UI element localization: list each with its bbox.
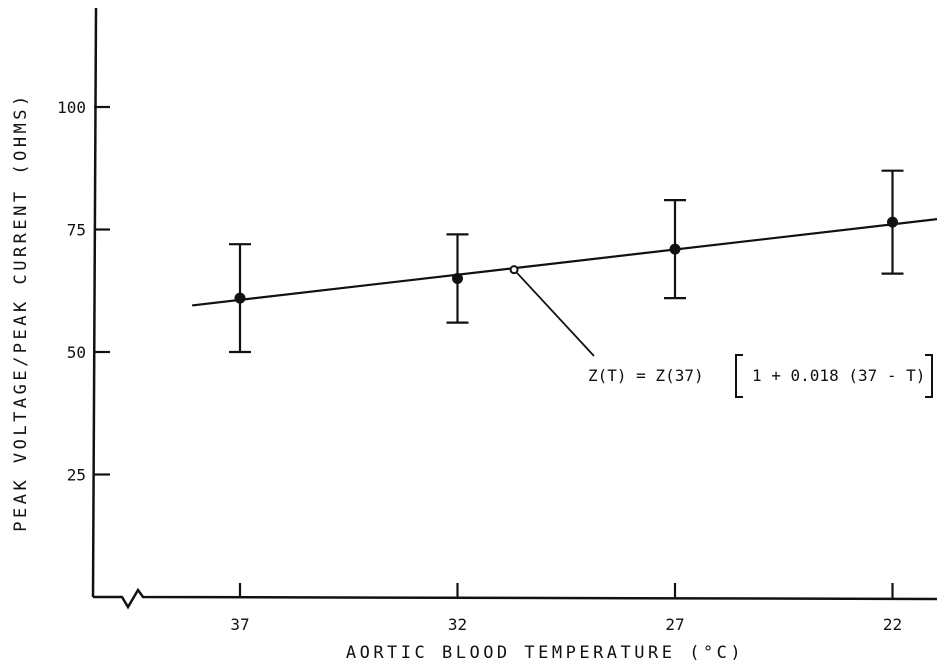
formula-left-text: Z(T) = Z(37) [588, 366, 704, 385]
y-tick-label: 75 [67, 221, 86, 240]
x-ticks: 37 32 27 22 [230, 583, 902, 634]
y-tick-label: 100 [57, 98, 86, 117]
formula-inner-text: 1 + 0.018 (37 - T) [752, 366, 925, 385]
formula-right-bracket [925, 354, 933, 398]
y-ticks: 25 50 75 100 [57, 98, 110, 485]
formula-left-bracket [735, 354, 743, 398]
annotation-anchor-point [509, 265, 519, 275]
x-axis-title: AORTIC BLOOD TEMPERATURE (°C) [346, 643, 744, 663]
x-tick-label: 22 [883, 615, 902, 634]
data-points [234, 216, 898, 304]
data-point [234, 292, 246, 304]
y-tick-label: 50 [67, 343, 86, 362]
x-axis-line [93, 587, 937, 610]
axes [91, 7, 937, 610]
y-axis-line [91, 7, 98, 598]
data-point [887, 216, 898, 228]
annotation: Z(T) = Z(37) 1 + 0.018 (37 - T) [509, 265, 933, 398]
x-tick-label: 27 [665, 615, 684, 634]
y-axis-title: PEAK VOLTAGE/PEAK CURRENT (OHMS) [11, 92, 31, 532]
x-tick-label: 32 [448, 615, 467, 634]
data-point [669, 243, 681, 255]
x-tick-label: 37 [230, 615, 249, 634]
data-point [452, 273, 463, 284]
fit-line [192, 218, 937, 307]
annotation-leader-line [513, 269, 595, 357]
y-tick-label: 25 [67, 466, 86, 485]
